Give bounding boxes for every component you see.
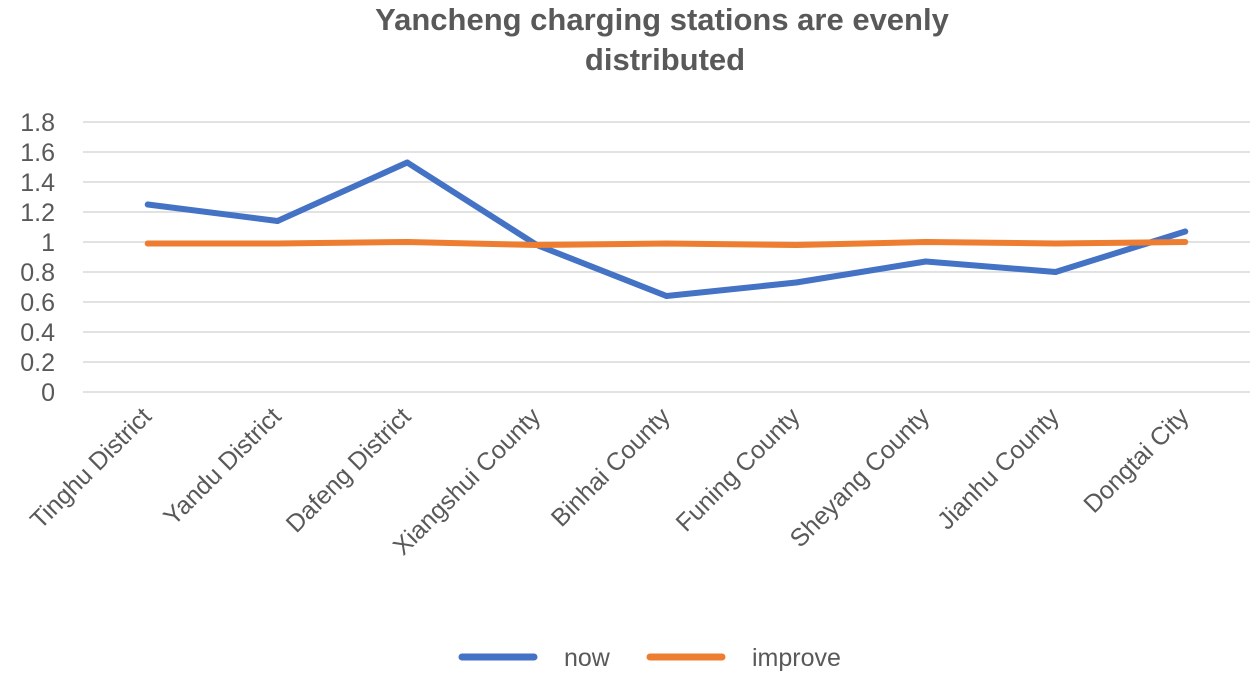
y-tick-label: 1 — [41, 229, 55, 257]
legend-label-improve: improve — [752, 644, 841, 672]
y-tick-label: 0.2 — [20, 349, 55, 377]
data-point-improve — [1182, 239, 1189, 245]
gridlines — [83, 121, 1250, 393]
y-tick-label: 1.8 — [20, 109, 55, 137]
data-point-improve — [274, 240, 281, 247]
chart-title-line-1: Yancheng charging stations are evenly — [375, 2, 949, 37]
x-tick-label: Dafeng District — [281, 402, 417, 538]
x-tick-label: Jianhu County — [932, 402, 1065, 535]
data-point-improve — [144, 240, 151, 247]
x-tick-label: Funing County — [671, 402, 806, 537]
y-tick-label: 1.2 — [20, 199, 55, 227]
x-tick-label: Tinghu District — [25, 402, 157, 534]
data-point-improve — [1052, 240, 1059, 247]
data-point-now — [404, 159, 411, 166]
y-axis-ticks: 00.20.40.60.811.21.41.61.8 — [20, 109, 55, 407]
legend-label-now: now — [564, 644, 611, 672]
data-point-improve — [922, 239, 929, 245]
data-point-now — [144, 201, 151, 208]
legend: now improve — [458, 644, 841, 672]
data-point-now — [922, 258, 929, 265]
x-tick-label: Sheyang County — [785, 402, 936, 553]
x-tick-label: Binhai County — [546, 402, 676, 532]
y-tick-label: 0 — [41, 379, 55, 407]
x-tick-label: Yandu District — [158, 402, 287, 531]
data-point-now — [274, 218, 281, 224]
y-tick-label: 0.4 — [20, 319, 55, 347]
y-tick-label: 0.8 — [20, 259, 55, 287]
y-tick-label: 0.6 — [20, 289, 55, 317]
data-point-improve — [793, 242, 800, 248]
data-point-improve — [663, 240, 670, 247]
y-tick-label: 1.6 — [20, 139, 55, 167]
data-point-now — [663, 293, 670, 299]
data-point-improve — [404, 239, 411, 245]
chart-title: Yancheng charging stations are evenly di… — [375, 2, 949, 77]
data-point-now — [793, 279, 800, 286]
data-point-improve — [533, 242, 540, 248]
data-point-now — [1052, 269, 1059, 275]
x-tick-label: Dongtai City — [1078, 402, 1194, 518]
series-layer — [144, 159, 1189, 299]
y-tick-label: 1.4 — [20, 169, 55, 197]
chart-title-line-2: distributed — [585, 42, 745, 77]
data-point-now — [1182, 228, 1189, 235]
